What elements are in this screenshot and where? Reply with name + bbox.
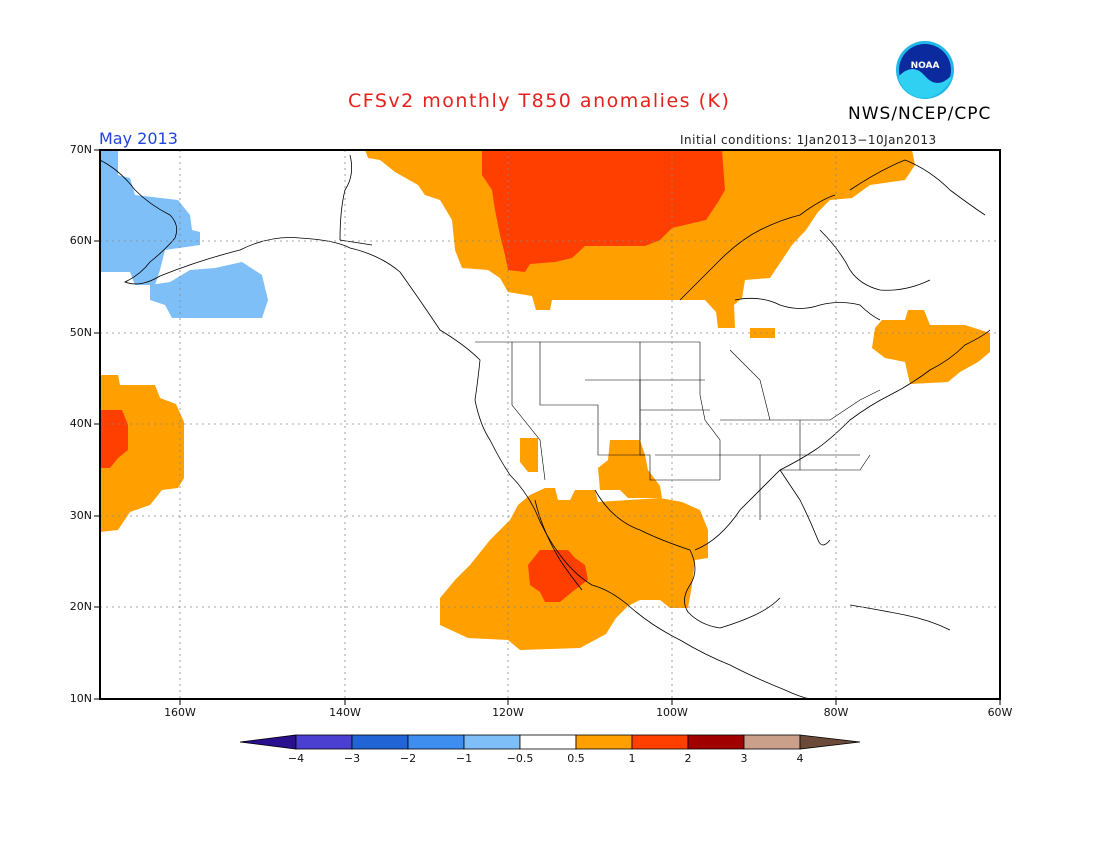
warm-anomaly-four-corners [598, 440, 662, 498]
colorbar-bin [519, 734, 577, 750]
warm-anomaly-sw-us [520, 438, 538, 472]
initial-conditions: Initial conditions: 1Jan2013−10Jan2013 [680, 133, 937, 147]
cool-anomaly-gulf-alaska [150, 262, 268, 318]
colorbar-label: −0.5 [506, 752, 534, 765]
noaa-logo: NOAA [896, 41, 954, 99]
colorbar-bin [687, 734, 745, 750]
lat-label: 30N [69, 509, 92, 522]
cool-anomaly-bering [100, 150, 200, 285]
colorbar-bin [743, 734, 801, 750]
colorbar-label: 2 [684, 752, 692, 765]
strong-warm-anomaly-pacific [100, 410, 128, 468]
colorbar-bin [295, 734, 353, 750]
axis-ticks [94, 149, 1001, 705]
colorbar-label: −1 [455, 752, 473, 765]
lat-label: 70N [69, 143, 92, 156]
lon-label: 120W [492, 706, 524, 719]
logo-text: NOAA [911, 61, 940, 71]
colorbar-label: 0.5 [567, 752, 585, 765]
colorbar-high-arrow [799, 734, 861, 750]
lon-label: 140W [329, 706, 361, 719]
colorbar-bin [463, 734, 521, 750]
colorbar-bin [351, 734, 409, 750]
map-title: CFSv2 monthly T850 anomalies (K) [348, 90, 731, 112]
anomaly-fields [100, 150, 990, 650]
colorbar-bin [575, 734, 633, 750]
lat-label: 40N [69, 417, 92, 430]
colorbar-label: 3 [740, 752, 748, 765]
valid-month: May 2013 [99, 129, 178, 148]
colorbar-label: −3 [343, 752, 361, 765]
lat-label: 60N [69, 234, 92, 247]
colorbar [239, 734, 861, 750]
lon-label: 160W [164, 706, 196, 719]
lon-label: 100W [656, 706, 688, 719]
lat-label: 20N [69, 600, 92, 613]
lat-label: 10N [69, 692, 92, 705]
colorbar-bin [407, 734, 465, 750]
colorbar-bin [631, 734, 689, 750]
state-borders [475, 341, 881, 520]
graticule [100, 150, 1000, 699]
colorbar-label: −4 [287, 752, 305, 765]
coastlines [99, 154, 991, 700]
lon-label: 60W [987, 706, 1013, 719]
lon-label: 80W [823, 706, 849, 719]
strong-warm-anomaly-canada [482, 150, 725, 272]
colorbar-label: 1 [628, 752, 636, 765]
warm-anomaly-quebec [872, 310, 990, 384]
colorbar-label: 4 [796, 752, 804, 765]
colorbar-label: −2 [399, 752, 417, 765]
warm-anomaly-lakes-spot [750, 328, 775, 338]
lat-label: 50N [69, 326, 92, 339]
strong-warm-anomaly-mexico [528, 550, 588, 602]
agency-label: NWS/NCEP/CPC [848, 104, 992, 124]
colorbar-low-arrow [239, 734, 297, 750]
